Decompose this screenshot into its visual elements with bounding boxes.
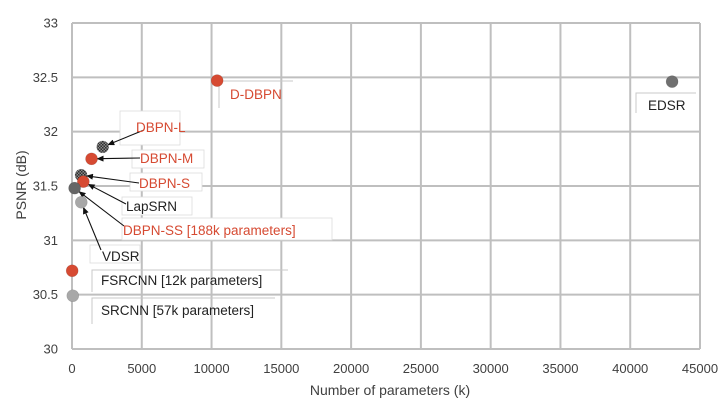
point-label-dbpn-ss: DBPN-SS [188k parameters] <box>123 223 296 238</box>
x-tick-label: 15000 <box>263 361 299 376</box>
x-tick-label: 45000 <box>682 361 718 376</box>
y-tick-label: 32.5 <box>33 70 58 85</box>
y-tick-label: 31.5 <box>33 179 58 194</box>
x-axis-title: Number of parameters (k) <box>310 382 470 398</box>
label-callout-box <box>89 244 141 264</box>
point-label-dbpn-s: DBPN-S <box>139 176 190 191</box>
y-tick-label: 33 <box>44 16 58 31</box>
point-label-edsr: EDSR <box>648 98 686 113</box>
grid-lines <box>71 22 701 350</box>
label-callout-frame <box>91 297 275 324</box>
data-point-vdsr <box>74 196 88 209</box>
point-label-dbpn-m: DBPN-M <box>140 151 193 166</box>
x-tick-label: 25000 <box>403 361 439 376</box>
data-point-lapsrn <box>77 175 90 188</box>
label-arrow <box>78 191 125 227</box>
data-point-edsr <box>665 75 679 88</box>
x-tick-label: 0 <box>68 361 75 376</box>
x-tick-label: 5000 <box>127 361 156 376</box>
point-label-dbpn-l: DBPN-L <box>136 120 186 135</box>
x-tick-label: 10000 <box>193 361 229 376</box>
x-tick-label: 30000 <box>473 361 509 376</box>
label-callout-box <box>119 110 181 146</box>
data-point-fsrcnn <box>65 264 79 278</box>
data-point-srcnn <box>66 289 80 303</box>
label-callout-box <box>121 196 193 216</box>
point-label-srcnn: SRCNN [57k parameters] <box>101 303 254 318</box>
point-label-lapsrn: LapSRN <box>126 199 177 214</box>
annotations: D-DBPN EDSR DBPN-L DBPN-M DBPN-S LapSRN DBPN-S… <box>78 80 696 324</box>
label-callout-box <box>121 217 333 241</box>
point-label-fsrcnn: FSRCNN [12k parameters] <box>101 273 262 288</box>
x-tick-label: 35000 <box>542 361 578 376</box>
label-callout-frame <box>635 92 696 113</box>
label-arrow <box>86 173 140 184</box>
point-label-d-dbpn: D-DBPN <box>230 87 282 102</box>
label-arrow <box>107 129 145 146</box>
label-arrow <box>96 155 141 162</box>
data-point-d-dbpn <box>210 74 224 87</box>
label-arrow <box>83 206 102 251</box>
x-tick-label: 20000 <box>333 361 369 376</box>
data-point-dbpn-m <box>85 152 98 166</box>
y-tick-label: 32 <box>44 124 58 139</box>
y-tick-label: 30.5 <box>33 287 58 302</box>
point-label-vdsr: VDSR <box>102 249 140 264</box>
data-point-dbpn-ss <box>68 181 81 195</box>
data-point-dbpn-l <box>96 140 110 154</box>
label-callout-box <box>131 149 205 169</box>
y-tick-label: 30 <box>44 342 58 357</box>
label-callout-frame <box>91 269 288 292</box>
y-axis-title: PSNR (dB) <box>13 150 29 219</box>
y-tick-label: 31 <box>44 233 58 248</box>
data-points <box>65 74 679 303</box>
tick-labels: 0 5000 10000 15000 20000 25000 30000 35000 40000… <box>33 16 718 377</box>
label-arrow <box>87 183 127 205</box>
x-tick-label: 40000 <box>612 361 648 376</box>
